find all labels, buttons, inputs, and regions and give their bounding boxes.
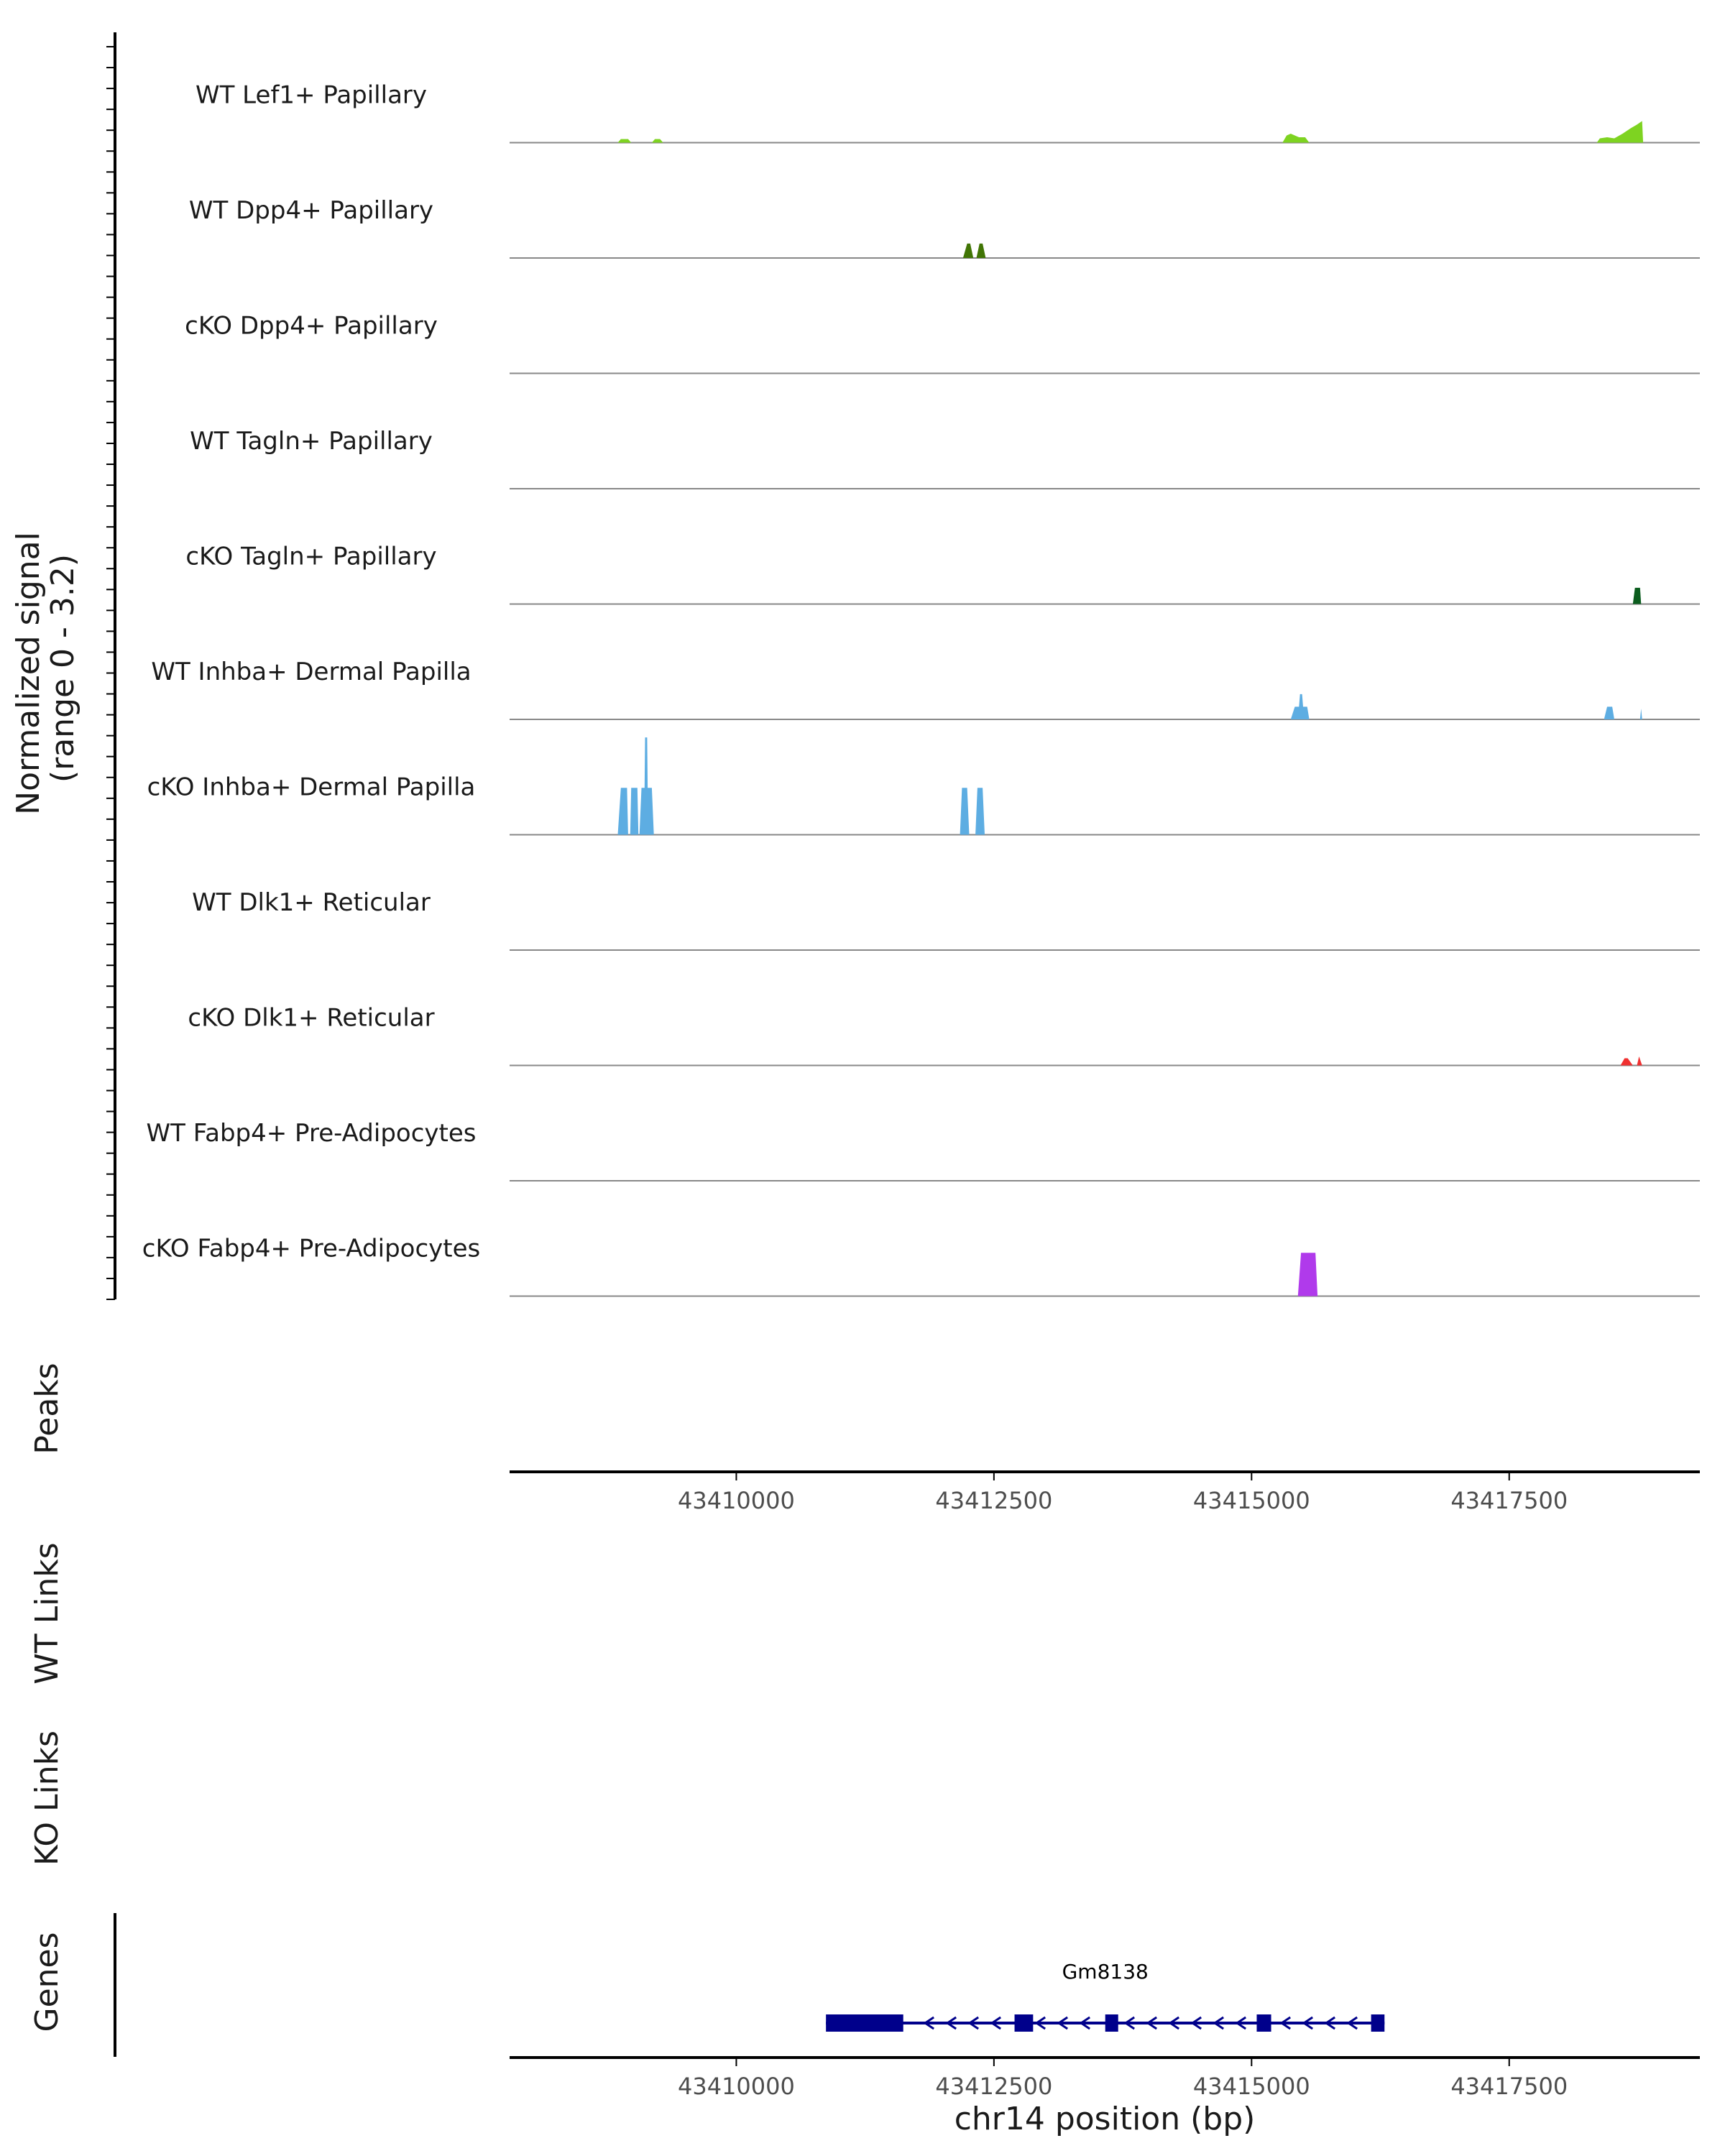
track-label: cKO Dpp4+ Papillary: [185, 312, 438, 341]
strand-arrow: [1057, 2016, 1069, 2030]
track-label: cKO Fabp4+ Pre-Adipocytes: [142, 1235, 481, 1263]
strand-arrow: [1123, 2016, 1136, 2030]
track-label: WT Dpp4+ Papillary: [189, 196, 433, 225]
side-panel-label: KO Links: [29, 1731, 65, 1866]
strand-arrow: [1324, 2016, 1336, 2030]
track: cKO Dlk1+ Reticular: [188, 1004, 1700, 1067]
gene-track: Gm8138: [826, 1960, 1385, 2032]
track: WT Dlk1+ Reticular: [192, 888, 1700, 951]
strand-arrow: [1213, 2016, 1225, 2030]
track: cKO Inhba+ Dermal Papilla: [147, 737, 1700, 836]
signal-axis-title-line-2: (range 0 - 3.2): [45, 554, 81, 783]
track: cKO Fabp4+ Pre-Adipocytes: [142, 1235, 1700, 1297]
track-label: WT Lef1+ Papillary: [196, 81, 427, 110]
signal-area: [962, 243, 986, 258]
signal-area: [1290, 694, 1642, 719]
strand-arrow: [1034, 2016, 1046, 2030]
exon: [1105, 2014, 1118, 2032]
side-panel-label: WT Links: [29, 1542, 65, 1684]
gene-label: Gm8138: [1062, 1960, 1149, 1984]
signal-axis-title-line-1: Normalized signal: [10, 532, 47, 815]
x-tick-label: 43412500: [935, 1487, 1052, 1514]
strand-arrow: [923, 2016, 935, 2030]
x-tick-label: 43415000: [1193, 1487, 1310, 1514]
x-tick-label: 43410000: [678, 2073, 795, 2100]
strand-arrow: [1168, 2016, 1180, 2030]
signal-area: [1620, 1056, 1642, 1066]
exon: [826, 2014, 903, 2032]
strand-arrow: [1146, 2016, 1158, 2030]
strand-arrow: [990, 2016, 1002, 2030]
track: WT Dpp4+ Papillary: [189, 196, 1700, 259]
track-label: WT Dlk1+ Reticular: [192, 888, 431, 917]
track: cKO Dpp4+ Papillary: [185, 312, 1700, 374]
x-tick-label: 43415000: [1193, 2073, 1310, 2100]
track-label: WT Fabp4+ Pre-Adipocytes: [147, 1119, 477, 1148]
strand-arrow: [967, 2016, 980, 2030]
track-label: cKO Dlk1+ Reticular: [188, 1004, 434, 1033]
strand-arrow: [1235, 2016, 1247, 2030]
strand-arrow: [1190, 2016, 1202, 2030]
signal-y-axis: [106, 32, 116, 1300]
exon: [1256, 2014, 1271, 2032]
track: cKO Tagln+ Papillary: [185, 543, 1700, 605]
strand-arrow: [1079, 2016, 1091, 2030]
strand-arrow: [945, 2016, 957, 2030]
track-label: WT Inhba+ Dermal Papilla: [151, 658, 471, 686]
peaks-x-axis: 43410000 43412500 43415000 43417500: [510, 1470, 1700, 1514]
signal-area: [1297, 1253, 1318, 1296]
signal-area: [617, 121, 1644, 143]
strand-arrow: [1346, 2016, 1358, 2030]
track: WT Fabp4+ Pre-Adipocytes: [147, 1119, 1700, 1181]
x-tick-label: 43412500: [935, 2073, 1052, 2100]
side-panel-label: Genes: [29, 1932, 65, 2032]
strand-arrow: [1302, 2016, 1314, 2030]
track: WT Tagln+ Papillary: [190, 427, 1700, 489]
x-tick-label: 43410000: [678, 1487, 795, 1514]
exon: [1371, 2014, 1385, 2032]
track: WT Inhba+ Dermal Papilla: [151, 658, 1700, 720]
track-label: cKO Tagln+ Papillary: [185, 543, 436, 571]
genes-x-axis: 43410000 43412500 43415000 43417500: [510, 2056, 1700, 2100]
exon: [1014, 2014, 1034, 2032]
x-tick-label: 43417500: [1450, 2073, 1568, 2100]
side-panel-labels: Peaks WT Links KO Links Genes: [29, 1363, 65, 2032]
strand-arrow: [1279, 2016, 1292, 2030]
signal-area: [1632, 587, 1642, 604]
signal-axis-title: Normalized signal (range 0 - 3.2): [10, 522, 81, 815]
signal-tracks: WT Lef1+ Papillary WT Dpp4+ Papillary cKO …: [142, 81, 1700, 1297]
x-tick-label: 43417500: [1450, 1487, 1568, 1514]
x-axis-title: chr14 position (bp): [954, 2101, 1256, 2137]
signal-area: [617, 737, 985, 835]
track: WT Lef1+ Papillary: [196, 81, 1700, 144]
gene-model: Gm8138: [826, 1960, 1385, 2032]
track-label: cKO Inhba+ Dermal Papilla: [147, 773, 476, 802]
track-label: WT Tagln+ Papillary: [190, 427, 433, 456]
side-panel-label: Peaks: [29, 1363, 65, 1454]
